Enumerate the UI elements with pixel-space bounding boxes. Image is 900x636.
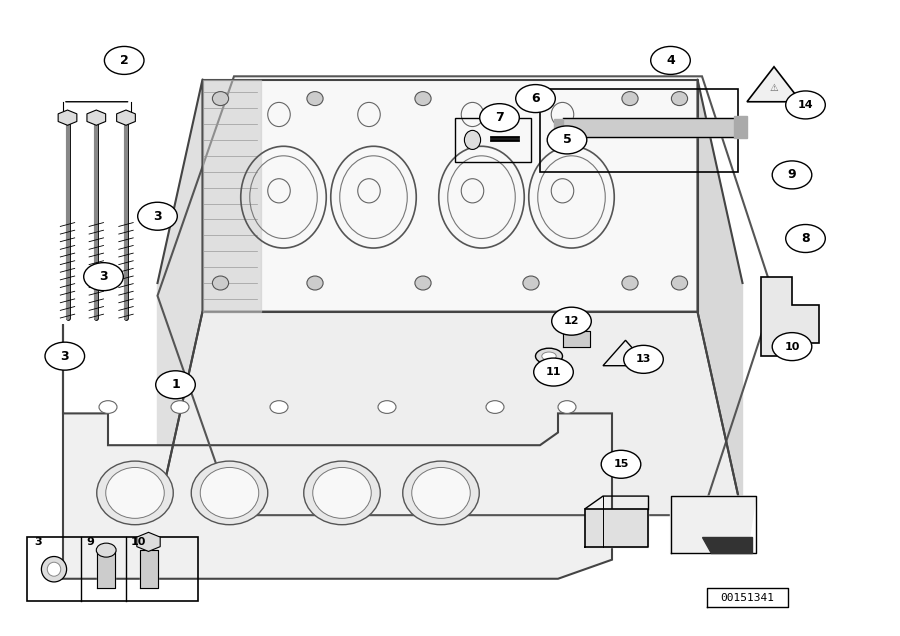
Polygon shape bbox=[562, 118, 734, 137]
Polygon shape bbox=[734, 116, 747, 138]
Circle shape bbox=[786, 91, 825, 119]
Ellipse shape bbox=[622, 92, 638, 106]
Text: 6: 6 bbox=[531, 92, 540, 105]
Polygon shape bbox=[562, 331, 590, 347]
Circle shape bbox=[480, 104, 519, 132]
Ellipse shape bbox=[403, 461, 479, 525]
Text: 8: 8 bbox=[801, 232, 810, 245]
Circle shape bbox=[104, 46, 144, 74]
Ellipse shape bbox=[671, 92, 688, 106]
Circle shape bbox=[516, 85, 555, 113]
Ellipse shape bbox=[106, 467, 164, 518]
Ellipse shape bbox=[523, 92, 539, 106]
Ellipse shape bbox=[96, 543, 116, 557]
Ellipse shape bbox=[307, 276, 323, 290]
Polygon shape bbox=[760, 277, 819, 356]
Polygon shape bbox=[706, 588, 788, 607]
Text: 10: 10 bbox=[130, 537, 146, 547]
Polygon shape bbox=[97, 550, 115, 588]
Ellipse shape bbox=[212, 92, 229, 106]
Circle shape bbox=[786, 225, 825, 252]
Polygon shape bbox=[554, 119, 562, 135]
Circle shape bbox=[378, 401, 396, 413]
Text: 4: 4 bbox=[666, 54, 675, 67]
Circle shape bbox=[534, 358, 573, 386]
Text: 00151341: 00151341 bbox=[720, 593, 774, 604]
Text: 10: 10 bbox=[784, 342, 800, 352]
Ellipse shape bbox=[542, 352, 556, 361]
Polygon shape bbox=[202, 80, 261, 312]
Text: 7: 7 bbox=[495, 111, 504, 124]
Ellipse shape bbox=[212, 276, 229, 290]
Circle shape bbox=[138, 202, 177, 230]
Circle shape bbox=[601, 450, 641, 478]
Text: 5: 5 bbox=[562, 134, 572, 146]
Polygon shape bbox=[158, 312, 742, 515]
Ellipse shape bbox=[671, 276, 688, 290]
Ellipse shape bbox=[97, 461, 173, 525]
Ellipse shape bbox=[415, 92, 431, 106]
Ellipse shape bbox=[200, 467, 259, 518]
Circle shape bbox=[547, 126, 587, 154]
Polygon shape bbox=[698, 80, 742, 515]
Text: 3: 3 bbox=[153, 210, 162, 223]
Circle shape bbox=[772, 161, 812, 189]
Circle shape bbox=[171, 401, 189, 413]
Circle shape bbox=[552, 307, 591, 335]
Ellipse shape bbox=[41, 556, 67, 582]
Text: ⚠: ⚠ bbox=[770, 83, 778, 93]
Text: 12: 12 bbox=[563, 316, 580, 326]
Ellipse shape bbox=[47, 562, 61, 576]
Text: 11: 11 bbox=[545, 367, 562, 377]
Polygon shape bbox=[202, 80, 698, 312]
Polygon shape bbox=[140, 550, 158, 588]
Ellipse shape bbox=[622, 276, 638, 290]
Text: 2: 2 bbox=[120, 54, 129, 67]
Circle shape bbox=[99, 401, 117, 413]
Text: 3: 3 bbox=[60, 350, 69, 363]
Ellipse shape bbox=[464, 130, 481, 149]
Ellipse shape bbox=[523, 276, 539, 290]
Polygon shape bbox=[603, 340, 648, 366]
Circle shape bbox=[45, 342, 85, 370]
Ellipse shape bbox=[191, 461, 268, 525]
Polygon shape bbox=[747, 67, 801, 102]
Circle shape bbox=[772, 333, 812, 361]
Circle shape bbox=[486, 401, 504, 413]
Circle shape bbox=[624, 345, 663, 373]
Text: 14: 14 bbox=[797, 100, 814, 110]
Text: 9: 9 bbox=[86, 537, 94, 547]
Polygon shape bbox=[670, 496, 756, 553]
Ellipse shape bbox=[415, 276, 431, 290]
Polygon shape bbox=[585, 509, 648, 547]
Text: 15: 15 bbox=[613, 459, 629, 469]
Circle shape bbox=[156, 371, 195, 399]
Ellipse shape bbox=[412, 467, 470, 518]
Text: 1: 1 bbox=[171, 378, 180, 391]
Text: 3: 3 bbox=[34, 537, 41, 547]
Text: 13: 13 bbox=[635, 354, 652, 364]
Ellipse shape bbox=[304, 461, 380, 525]
Ellipse shape bbox=[536, 349, 562, 364]
Circle shape bbox=[651, 46, 690, 74]
Text: 3: 3 bbox=[99, 270, 108, 283]
Circle shape bbox=[270, 401, 288, 413]
Polygon shape bbox=[158, 80, 202, 515]
Polygon shape bbox=[63, 324, 612, 579]
Circle shape bbox=[558, 401, 576, 413]
Ellipse shape bbox=[307, 92, 323, 106]
Polygon shape bbox=[702, 537, 752, 553]
Circle shape bbox=[84, 263, 123, 291]
Text: 9: 9 bbox=[788, 169, 796, 181]
Ellipse shape bbox=[313, 467, 371, 518]
